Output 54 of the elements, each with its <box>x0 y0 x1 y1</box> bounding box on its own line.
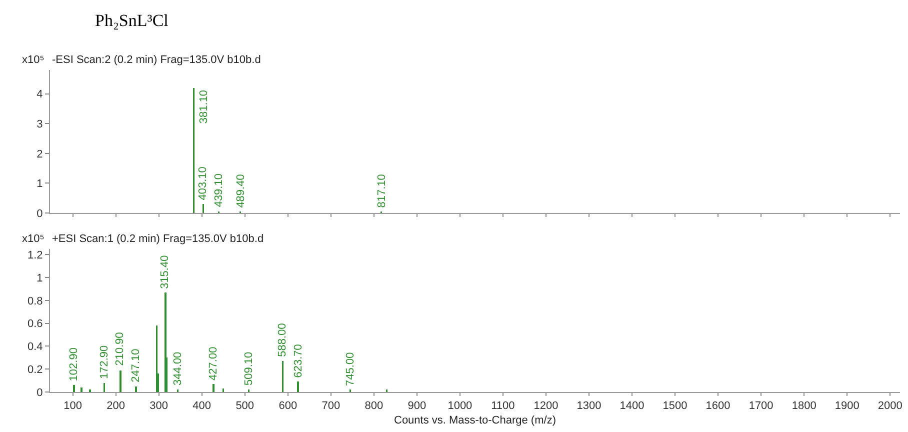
annotation: 102.90 <box>68 348 80 382</box>
annotation: 623.70 <box>292 344 304 378</box>
chart-subtitle: +ESI Scan:1 (0.2 min) Frag=135.0V b10b.d <box>52 233 264 245</box>
x-tick-label: 1400 <box>620 400 644 412</box>
y-tick-label: 0.8 <box>28 295 43 308</box>
y-tick-label: 1 <box>36 272 43 284</box>
y-tick-label: 0.2 <box>28 364 43 376</box>
x-tick-label: 1200 <box>534 400 558 412</box>
x-tick-label: 600 <box>278 400 298 412</box>
annotation: 817.10 <box>376 174 388 208</box>
x-tick-label: 1100 <box>491 400 515 412</box>
annotation: 439.10 <box>213 174 226 208</box>
annotation: 588.00 <box>276 323 289 357</box>
x-tick-label: 1300 <box>576 400 602 412</box>
annotation: 509.10 <box>243 352 256 386</box>
y-tick-label: 0 <box>36 208 43 220</box>
x-axis-title: Counts vs. Mass-to-Charge (m/z) <box>394 414 556 426</box>
x-tick-label: 1000 <box>448 400 472 412</box>
annotation: 344.00 <box>172 352 184 386</box>
annotation: 247.10 <box>130 348 142 382</box>
annotation: 172.90 <box>98 345 110 380</box>
annotation: 489.40 <box>234 174 247 208</box>
x-tick-label: 700 <box>322 400 340 412</box>
chart-title: Ph₂SnL³Cl <box>95 10 169 30</box>
annotation: 315.40 <box>158 255 171 289</box>
y-tick-label: 2 <box>36 148 43 160</box>
x-tick-label: 2000 <box>878 400 902 412</box>
annotation: 403.10 <box>197 166 210 200</box>
x-tick-label: 1800 <box>792 400 816 412</box>
annotation: 427.00 <box>207 346 220 380</box>
x-tick-label: 1500 <box>662 400 688 412</box>
y-tick-label: 1 <box>36 178 43 190</box>
y-tick-label: 0.6 <box>28 318 43 330</box>
y-tick-label: 4 <box>36 88 43 101</box>
annotation: 210.90 <box>114 332 126 366</box>
y-axis-title: x10⁵ <box>22 54 44 66</box>
y-tick-label: 3 <box>36 118 43 130</box>
y-axis-title: x10⁵ <box>22 233 44 245</box>
x-tick-label: 500 <box>236 400 254 412</box>
x-tick-label: 900 <box>408 400 426 412</box>
x-tick-label: 300 <box>150 400 168 412</box>
y-tick-label: 1.2 <box>28 250 43 262</box>
annotation: 745.00 <box>344 352 357 386</box>
x-tick-label: 1700 <box>748 400 774 412</box>
x-tick-label: 400 <box>192 400 212 412</box>
y-tick-label: 0.4 <box>28 341 43 354</box>
x-tick-label: 1600 <box>706 400 730 412</box>
x-tick-label: 200 <box>106 400 125 412</box>
x-tick-label: 100 <box>64 400 82 412</box>
y-tick-label: 0 <box>36 386 43 399</box>
annotation: 381.10 <box>198 90 210 124</box>
chart-subtitle: -ESI Scan:2 (0.2 min) Frag=135.0V b10b.d <box>52 54 261 66</box>
x-tick-label: 800 <box>364 400 384 412</box>
x-tick-label: 1900 <box>834 400 860 412</box>
